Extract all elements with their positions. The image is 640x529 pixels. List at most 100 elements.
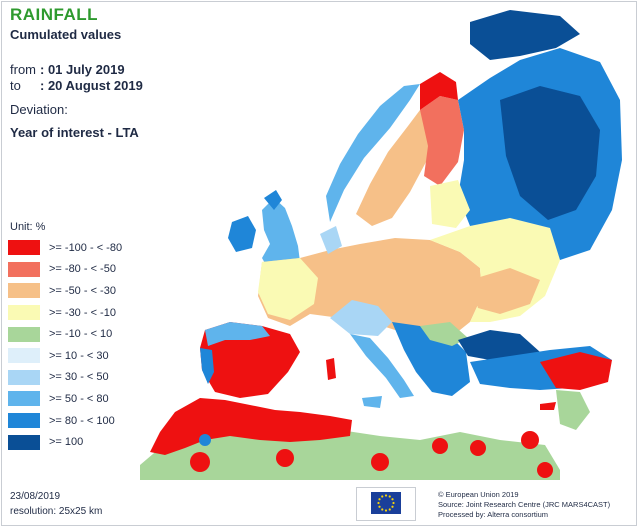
italy xyxy=(350,334,414,398)
legend-item: >= 30 - < 50 xyxy=(8,367,122,389)
iberia-west-blue xyxy=(200,348,214,384)
dry-patch xyxy=(432,438,448,454)
legend-swatch xyxy=(8,283,40,299)
credit-processed: Processed by: Alterra consortium xyxy=(438,510,549,519)
legend-label: >= -30 - < -10 xyxy=(49,306,116,319)
legend-item: >= 80 - < 100 xyxy=(8,410,122,432)
iberia-north-wet xyxy=(205,322,270,346)
from-label: from xyxy=(10,62,36,77)
deviation-value: Year of interest - LTA xyxy=(10,125,139,140)
eu-star xyxy=(377,501,380,505)
eu-star xyxy=(388,508,391,511)
legend-item: >= 50 - < 80 xyxy=(8,388,122,410)
great-britain xyxy=(262,198,300,272)
eu-star xyxy=(388,495,391,498)
credit-copyright: © European Union 2019 xyxy=(438,490,519,499)
eu-flag-field xyxy=(371,492,401,514)
north-africa-land xyxy=(140,425,560,480)
baltic-states xyxy=(430,180,470,228)
eu-star xyxy=(378,498,381,501)
wet-patch xyxy=(199,434,211,446)
iberia-land xyxy=(200,322,300,398)
credit-source: Source: Joint Research Centre (JRC MARS4… xyxy=(438,500,611,509)
legend-item: >= -10 - < 10 xyxy=(8,323,122,345)
legend-swatch xyxy=(8,261,40,277)
to-label: to xyxy=(10,78,21,93)
sweden xyxy=(356,110,432,226)
turkey-south-dry xyxy=(540,352,612,390)
legend-label: >= -80 - < -50 xyxy=(49,263,116,276)
period-to-row: to : 20 August 2019 xyxy=(10,78,143,94)
ireland xyxy=(228,216,256,252)
eu-flag-icon xyxy=(356,487,416,521)
rainfall-deviation-map xyxy=(140,10,622,480)
legend-swatch xyxy=(8,434,40,450)
dry-patch xyxy=(470,440,486,456)
sicily xyxy=(362,396,382,408)
russia-arctic xyxy=(470,10,580,60)
eu-star xyxy=(384,509,388,512)
eu-star xyxy=(392,501,395,505)
legend-label: >= 100 xyxy=(49,436,84,449)
legend-label: >= -10 - < 10 xyxy=(49,328,113,341)
cyprus xyxy=(540,402,556,410)
eu-star xyxy=(391,498,394,501)
legend-item: >= -100 - < -80 xyxy=(8,237,122,259)
deviation-label: Deviation: xyxy=(10,102,68,117)
eu-star xyxy=(381,508,384,511)
dry-patch xyxy=(537,462,553,478)
eu-star xyxy=(391,505,394,508)
dry-patch xyxy=(276,449,294,467)
legend-swatch xyxy=(8,413,40,429)
legend-item: >= -50 - < -30 xyxy=(8,280,122,302)
balkans-north xyxy=(420,322,468,346)
eu-star xyxy=(378,505,381,508)
eu-stars xyxy=(377,494,395,512)
central-europe xyxy=(258,238,482,340)
legend-label: >= 10 - < 30 xyxy=(49,349,109,362)
legend-swatch xyxy=(8,326,40,342)
britain-north xyxy=(264,190,282,210)
legend-label: >= 50 - < 80 xyxy=(49,392,109,405)
legend-item: >= 10 - < 30 xyxy=(8,345,122,367)
norway xyxy=(326,84,420,222)
france-mixed xyxy=(258,258,318,320)
ukraine-dry xyxy=(470,268,540,314)
eu-star xyxy=(384,494,388,497)
denmark xyxy=(320,226,342,254)
russia-core xyxy=(500,86,600,220)
resolution-text: resolution: 25x25 km xyxy=(10,506,103,517)
from-value: : 01 July 2019 xyxy=(40,62,125,77)
dry-patch xyxy=(190,452,210,472)
black-sea-coast-wet xyxy=(458,330,540,362)
finland-north xyxy=(420,72,458,110)
issue-date: 23/08/2019 xyxy=(10,491,61,502)
legend-rows: >= -100 - < -80 >= -80 - < -50 >= -50 - < … xyxy=(8,237,122,453)
finland xyxy=(420,96,464,186)
sardinia xyxy=(326,358,336,380)
map-title: RAINFALL xyxy=(10,5,99,24)
legend-swatch xyxy=(8,369,40,385)
to-value: : 20 August 2019 xyxy=(40,78,143,93)
eu-star xyxy=(381,495,384,498)
dry-patch xyxy=(521,431,539,449)
legend-label: >= -100 - < -80 xyxy=(49,241,123,254)
legend-swatch xyxy=(8,305,40,321)
legend-swatch xyxy=(8,240,40,256)
alps-wet xyxy=(330,300,392,336)
period-from-row: from : 01 July 2019 xyxy=(10,62,143,78)
legend-item: >= 100 xyxy=(8,431,122,453)
legend-label: >= 80 - < 100 xyxy=(49,414,115,427)
map-subtitle: Cumulated values xyxy=(10,27,122,42)
dry-patch xyxy=(371,453,389,471)
credits: © European Union 2019 Source: Joint Rese… xyxy=(438,490,610,520)
legend-item: >= -30 - < -10 xyxy=(8,302,122,324)
legend: Unit: % >= -100 - < -80 >= -80 - < -50 >= … xyxy=(8,221,122,453)
legend-label: >= 30 - < 50 xyxy=(49,371,109,384)
legend-unit: Unit: % xyxy=(10,221,46,233)
legend-swatch xyxy=(8,348,40,364)
legend-swatch xyxy=(8,391,40,407)
levant xyxy=(556,390,590,430)
legend-item: >= -80 - < -50 xyxy=(8,259,122,281)
